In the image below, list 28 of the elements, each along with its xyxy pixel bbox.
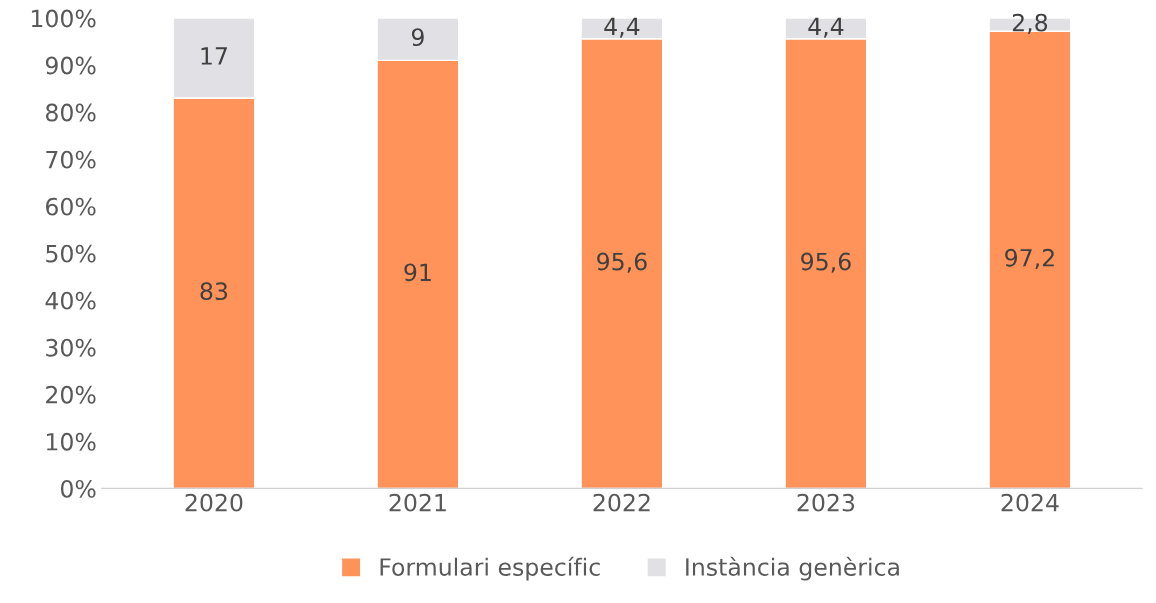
data-label: 91 xyxy=(404,263,431,282)
y-tick-label: 90% xyxy=(45,56,96,75)
legend-label: Formulari específic xyxy=(380,556,600,581)
y-tick-label: 60% xyxy=(46,197,96,216)
data-label: 4,4 xyxy=(808,17,844,38)
x-tick-label: 2024 xyxy=(1001,493,1059,512)
x-tick-label: 2021 xyxy=(389,493,446,512)
y-tick-label: 20% xyxy=(46,385,96,404)
data-label: 4,4 xyxy=(604,17,640,38)
data-label: 2,8 xyxy=(1012,13,1048,34)
y-tick-label: 80% xyxy=(45,103,96,122)
y-tick-label: 100% xyxy=(31,9,96,28)
y-tick-label: 50% xyxy=(46,244,96,263)
y-tick-label: 70% xyxy=(46,150,96,169)
y-tick-label: 0% xyxy=(60,479,96,498)
y-tick-label: 30% xyxy=(46,338,96,357)
data-label: 9 xyxy=(411,28,424,47)
x-tick-label: 2023 xyxy=(797,493,855,512)
x-tick-label: 2022 xyxy=(593,493,650,512)
data-label: 95,6 xyxy=(801,252,851,273)
y-tick-label: 40% xyxy=(45,291,96,310)
data-label: 83 xyxy=(200,282,228,301)
data-label: 17 xyxy=(201,47,227,65)
data-label: 97,2 xyxy=(1005,248,1054,270)
data-label: 95,6 xyxy=(597,252,647,273)
x-tick-label: 2020 xyxy=(185,493,243,512)
legend-label: Instància genèrica xyxy=(686,556,899,581)
y-tick-label: 10% xyxy=(46,432,96,451)
